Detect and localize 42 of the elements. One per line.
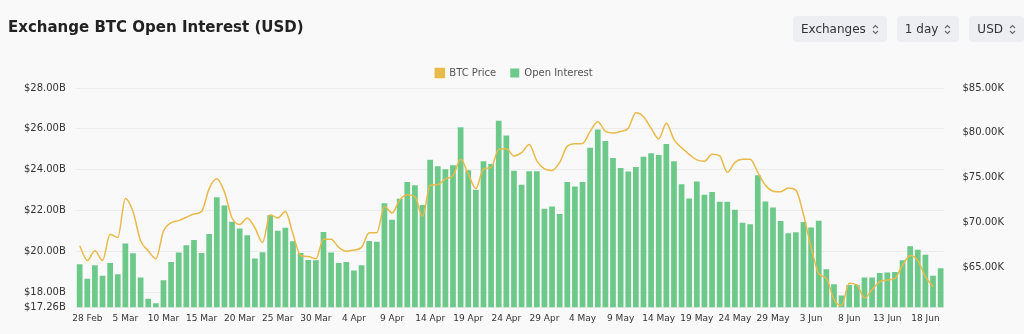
x-tick-label: 4 Apr (341, 312, 367, 323)
x-tick-label: 15 Mar (185, 312, 218, 323)
x-tick-label: 4 May (568, 312, 597, 323)
text: USD (977, 22, 1003, 36)
y2-tick-label: $80.00K (962, 126, 1005, 138)
y2-tick-label: $85.00K (962, 81, 1005, 93)
x-tick-label: 19 May (680, 312, 714, 323)
chart-title: Exchange BTC Open Interest (USD) (8, 18, 304, 36)
x-tick-label: 18 Jun (911, 312, 940, 323)
x-tick-label: 3 Jun (799, 312, 823, 323)
legend-label: Open Interest (524, 66, 593, 78)
y-tick-label: $24.00B (23, 163, 66, 175)
x-tick-label: 30 Mar (300, 312, 332, 323)
x-tick-label: 28 Feb (72, 312, 103, 323)
x-tick-label: 9 Apr (379, 312, 405, 323)
x-tick-label: 24 May (718, 312, 753, 323)
x-tick-label: 9 May (607, 312, 635, 323)
y-tick-label: $17.26B (23, 300, 66, 312)
x-tick-label: 24 Apr (491, 312, 522, 323)
x-tick-label: 29 Apr (529, 312, 560, 323)
x-tick-label: 13 Jun (873, 312, 902, 323)
x-tick-label: 5 Mar (112, 312, 139, 323)
x-tick-label: 8 Jun (837, 312, 861, 323)
y-tick-label: $22.00B (23, 204, 66, 216)
text: 1 day (904, 22, 939, 36)
y-tick-label: $26.00B (23, 122, 66, 134)
y2-tick-label: $65.00K (962, 260, 1005, 272)
y2-tick-label: $70.00K (962, 215, 1005, 227)
y-tick-label: $28.00B (23, 81, 66, 93)
x-tick-label: 29 May (756, 312, 791, 323)
x-tick-label: 14 May (642, 312, 676, 323)
y-tick-label: $20.00B (23, 244, 66, 256)
text: Exchanges (800, 22, 866, 36)
x-tick-label: 20 Mar (224, 312, 256, 323)
line-series (78, 112, 934, 307)
y-tick-label: $18.00B (23, 285, 66, 297)
y2-tick-label: $75.00K (962, 171, 1005, 183)
legend-label: BTC Price (449, 66, 497, 78)
x-tick-label: 14 Apr (415, 312, 446, 323)
x-tick-label: 10 Mar (147, 312, 180, 323)
x-tick-label: 19 Apr (453, 312, 484, 323)
x-tick-label: 25 Mar (262, 312, 294, 323)
